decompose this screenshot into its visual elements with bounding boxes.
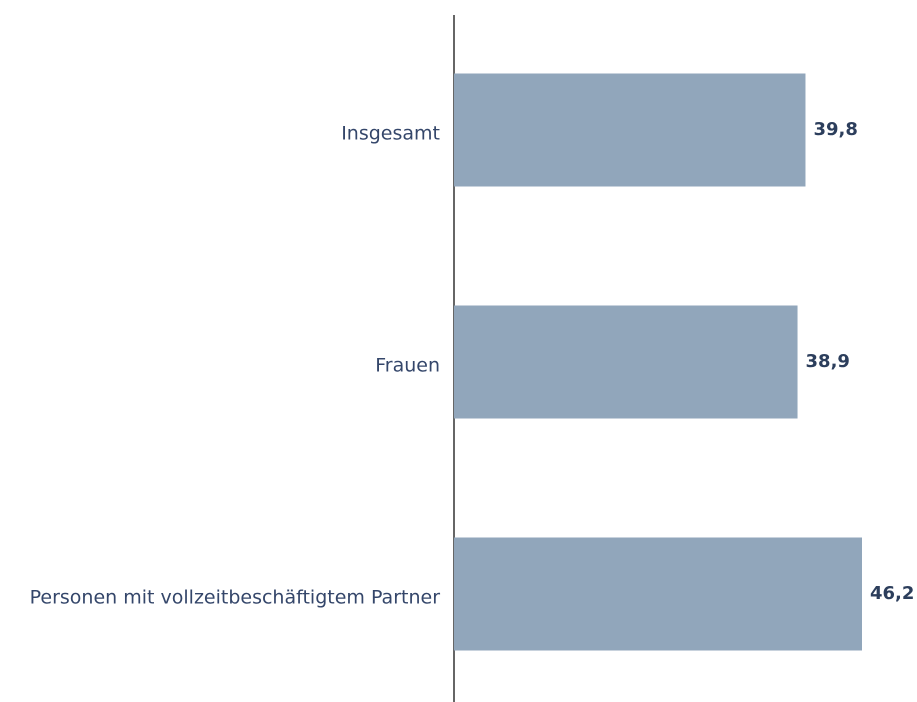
category-label: Frauen <box>375 355 440 377</box>
bar <box>454 73 806 187</box>
category-label: Personen mit vollzeitbeschäftigtem Partn… <box>30 587 441 609</box>
value-label: 38,9 <box>806 351 850 372</box>
bar <box>454 537 862 651</box>
value-label: 39,8 <box>813 119 857 140</box>
value-label: 46,2 <box>870 583 914 604</box>
category-label: Insgesamt <box>341 123 440 145</box>
bar <box>454 305 798 419</box>
